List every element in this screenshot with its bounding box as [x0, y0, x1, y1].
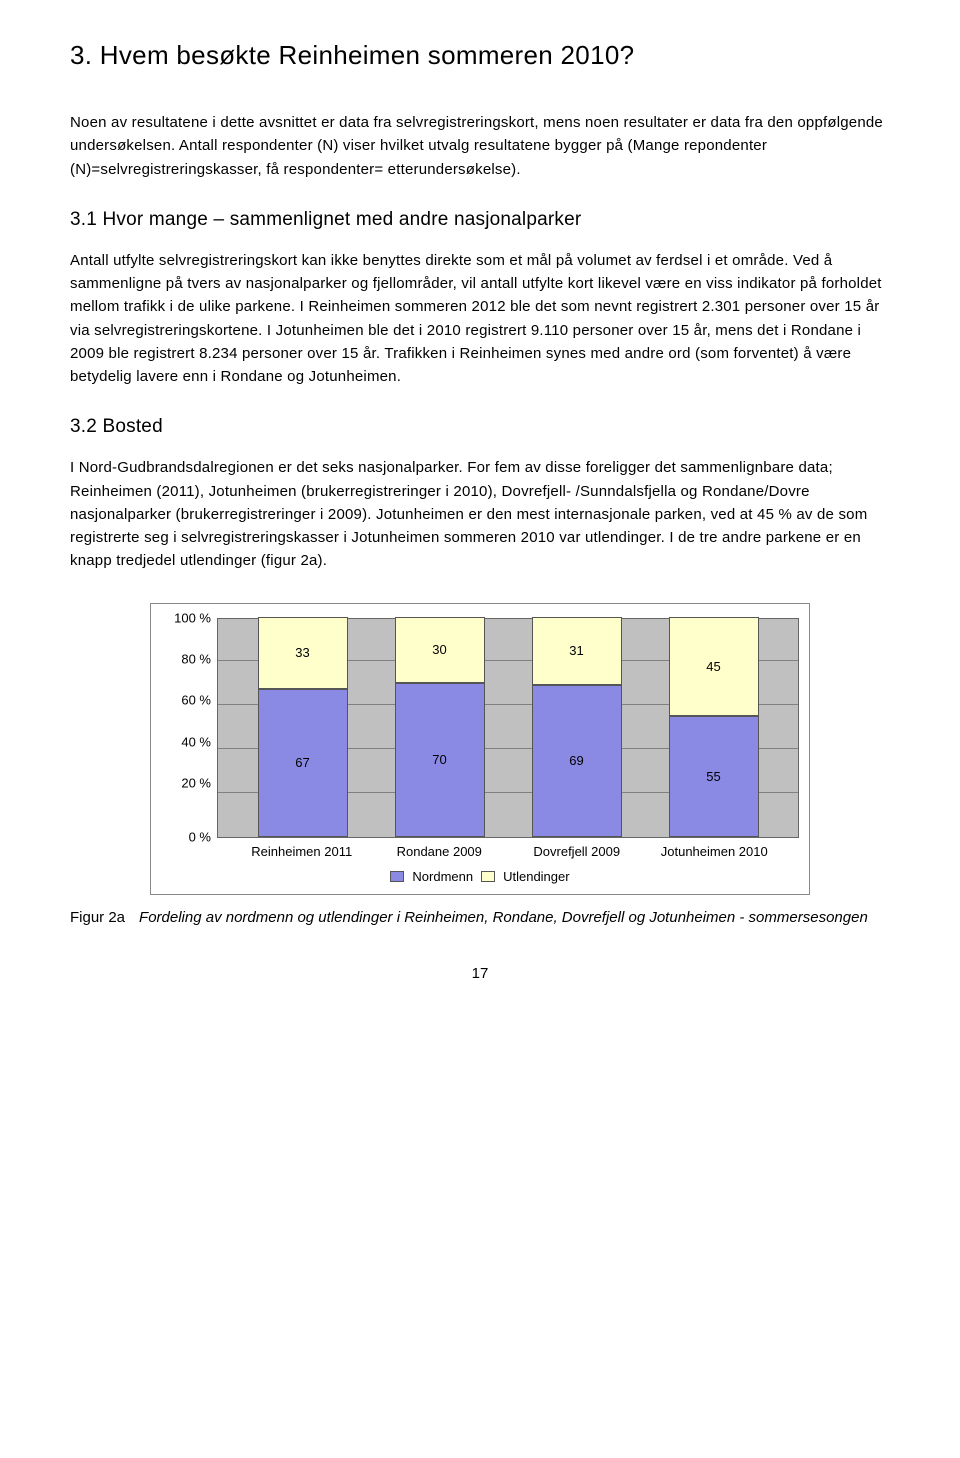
section-3-2-body: I Nord-Gudbrandsdalregionen er det seks … — [70, 456, 890, 572]
y-axis: 100 % 80 % 60 % 40 % 20 % 0 % — [161, 618, 217, 838]
bar-column: 4555 — [669, 617, 759, 837]
section-3-1-body: Antall utfylte selvregistreringskort kan… — [70, 249, 890, 389]
intro-paragraph: Noen av resultatene i dette avsnittet er… — [70, 111, 890, 181]
legend-label-nordmenn: Nordmenn — [412, 869, 473, 884]
figure-caption-text: Fordeling av nordmenn og utlendinger i R… — [139, 907, 868, 930]
bar-segment-nordmenn: 67 — [258, 689, 348, 836]
x-axis: Reinheimen 2011 Rondane 2009 Dovrefjell … — [217, 838, 799, 863]
bar-column: 3169 — [532, 617, 622, 837]
bar-segment-nordmenn: 70 — [395, 683, 485, 837]
bar-segment-nordmenn: 69 — [532, 685, 622, 837]
legend-label-utlendinger: Utlendinger — [503, 869, 570, 884]
bar-segment-utlendinger: 31 — [532, 617, 622, 685]
plot-area: 3367 3070 3169 4555 — [217, 618, 799, 838]
bar-segment-nordmenn: 55 — [669, 716, 759, 837]
figure-caption: Figur 2a Fordeling av nordmenn og utlend… — [70, 907, 890, 930]
bar-segment-utlendinger: 33 — [258, 617, 348, 690]
section-3-1-heading: 3.1 Hvor mange – sammenlignet med andre … — [70, 209, 890, 231]
bar-column: 3070 — [395, 617, 485, 837]
figure-label: Figur 2a — [70, 907, 125, 930]
bar-segment-utlendinger: 30 — [395, 617, 485, 683]
bar-column: 3367 — [258, 617, 348, 837]
section-3-2-heading: 3.2 Bosted — [70, 416, 890, 438]
legend-swatch-utlendinger — [481, 871, 495, 882]
figure-2a-chart: 100 % 80 % 60 % 40 % 20 % 0 % 3367 3070 31… — [150, 603, 810, 895]
legend-swatch-nordmenn — [390, 871, 404, 882]
chart-legend: Nordmenn Utlendinger — [161, 869, 799, 884]
bar-segment-utlendinger: 45 — [669, 617, 759, 716]
page-title: 3. Hvem besøkte Reinheimen sommeren 2010… — [70, 40, 890, 71]
page-number: 17 — [70, 965, 890, 982]
